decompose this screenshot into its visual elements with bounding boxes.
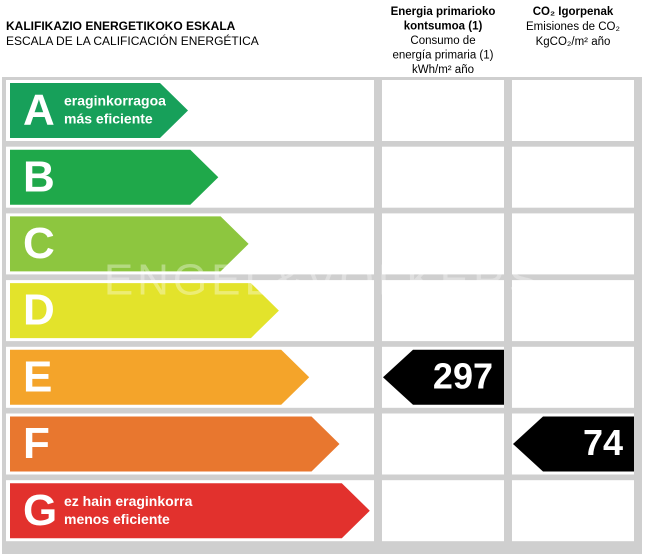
rating-arrow (10, 416, 340, 472)
rating-arrow (10, 283, 279, 339)
consumption-cell (382, 480, 504, 542)
consumption-header: kontsumoa (1) (404, 21, 483, 33)
consumption-header: kWh/m² año (412, 64, 474, 76)
emissions-header: KgCO₂/m² año (536, 36, 611, 48)
emissions-cell (512, 80, 634, 141)
rating-description: ez hain eraginkorra (64, 493, 193, 509)
consumption-cell (382, 280, 504, 342)
rating-letter: E (23, 352, 52, 401)
consumption-header: energía primaria (1) (393, 50, 494, 62)
emissions-header: Emisiones de CO₂ (526, 21, 620, 33)
consumption-cell (382, 413, 504, 475)
watermark: ENGEL&VÖLKERS (104, 256, 542, 305)
rating-arrow (10, 83, 188, 138)
rating-description: más eficiente (64, 111, 153, 127)
rating-letter: D (23, 286, 55, 335)
rating-letter: A (23, 86, 55, 135)
consumption-header: Consumo de (410, 35, 475, 47)
rating-description: menos eficiente (64, 511, 170, 527)
rating-letter: B (23, 152, 55, 201)
emissions-header: CO₂ Igorpenak (533, 6, 614, 18)
emissions-arrow (513, 416, 634, 472)
rating-arrow (10, 483, 370, 539)
emissions-cell (512, 346, 634, 408)
header-subtitle: ESCALA DE LA CALIFICACIÓN ENERGÉTICA (6, 33, 259, 48)
rating-letter: F (23, 419, 50, 468)
rating-description: eraginkorragoa (64, 93, 166, 109)
rating-arrow (10, 349, 310, 405)
emissions-cell (512, 280, 634, 342)
emissions-cell (512, 213, 634, 275)
rating-arrow (10, 149, 219, 205)
emissions-value: 74 (583, 422, 623, 463)
consumption-cell (382, 146, 504, 208)
consumption-arrow (383, 349, 504, 405)
rating-arrow (10, 216, 249, 272)
consumption-cell (382, 213, 504, 275)
consumption-value: 297 (433, 355, 493, 396)
consumption-header: Energia primarioko (391, 6, 496, 18)
rating-letter: C (23, 219, 55, 268)
emissions-cell (512, 480, 634, 542)
emissions-cell (512, 146, 634, 208)
rating-letter: G (23, 486, 57, 535)
header-title: KALIFIKAZIO ENERGETIKOKO ESKALA (6, 19, 236, 33)
consumption-cell (382, 80, 504, 141)
